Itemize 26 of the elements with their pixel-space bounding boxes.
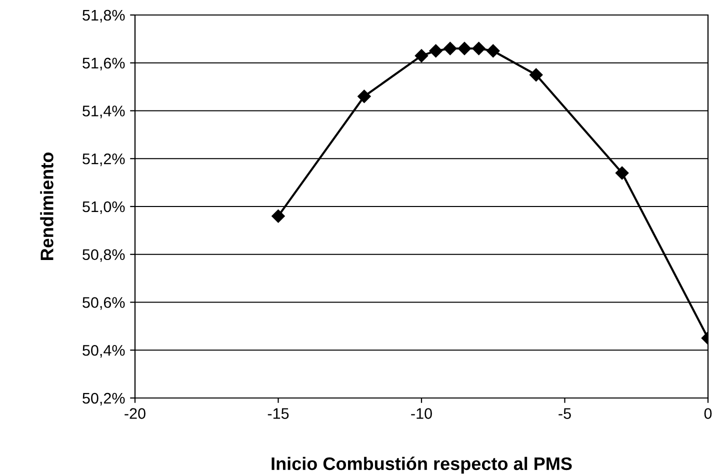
x-tick-label: -15 bbox=[268, 408, 289, 419]
y-tick-label: 50,2% bbox=[82, 392, 125, 406]
point bbox=[444, 42, 457, 56]
y-tick-label: 50,6% bbox=[82, 297, 125, 310]
point bbox=[414, 49, 428, 62]
y-tick-label: 51,8% bbox=[82, 10, 125, 22]
y-tick-label: 51,0% bbox=[82, 201, 125, 214]
x-axis-title: Inicio Combustión respecto al PMS bbox=[272, 456, 572, 474]
y-axis-title: Rendimiento bbox=[40, 152, 54, 260]
y-tick-label: 50,8% bbox=[82, 249, 125, 262]
y-tick-label: 51,6% bbox=[82, 58, 125, 70]
x-tick-label: -5 bbox=[558, 408, 571, 419]
point bbox=[472, 42, 486, 56]
y-tick-label: 51,2% bbox=[82, 153, 125, 166]
point bbox=[358, 90, 371, 103]
point bbox=[429, 44, 442, 58]
x-tick-label: -20 bbox=[124, 408, 146, 419]
point bbox=[486, 44, 500, 58]
point bbox=[615, 166, 629, 180]
x-tick-label: 0 bbox=[704, 408, 712, 419]
x-tick-label: -10 bbox=[411, 408, 432, 419]
y-tick-label: 51,4% bbox=[82, 106, 125, 118]
point bbox=[272, 209, 285, 223]
y-tick-label: 50,4% bbox=[82, 344, 125, 358]
point bbox=[530, 68, 543, 82]
point bbox=[458, 42, 472, 56]
